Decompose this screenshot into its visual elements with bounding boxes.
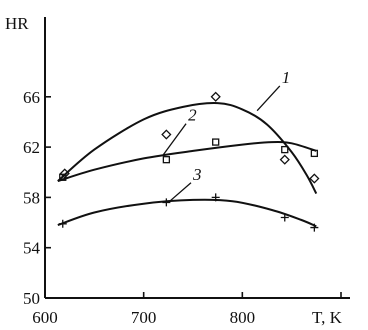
- curve-labels: 1 2 3: [162, 68, 291, 203]
- curve-label-leader: [167, 182, 192, 203]
- x-axis-title: T, K: [312, 308, 343, 327]
- y-tick-label: 58: [23, 188, 40, 207]
- data-points: [58, 91, 320, 232]
- curve-label-1: 1: [282, 68, 291, 87]
- y-tick-label: 54: [23, 239, 41, 258]
- x-tick-label: 800: [230, 308, 256, 327]
- series-2-point: [310, 149, 319, 158]
- series-2-point: [212, 138, 220, 146]
- axis-ticks: 50 54 58 62 66 600 700 800 T, K: [23, 88, 343, 327]
- series-1-point: [309, 173, 320, 184]
- series-1-point: [279, 154, 290, 165]
- series-1-point: [59, 168, 70, 179]
- curve-label-3: 3: [192, 165, 202, 184]
- series-2-point: [281, 145, 289, 154]
- y-tick-label: 50: [23, 289, 40, 308]
- series-1-point: [210, 91, 221, 102]
- curve-2: [57, 141, 317, 183]
- y-tick-label: 66: [23, 88, 40, 107]
- curve-label-leader: [162, 123, 187, 156]
- curve-1: [57, 102, 318, 195]
- x-tick-label: 700: [131, 308, 157, 327]
- y-axis-title: HR: [5, 14, 29, 33]
- series-1-point: [161, 129, 172, 140]
- y-tick-label: 62: [23, 138, 40, 157]
- fitted-curves: [57, 102, 318, 228]
- series-3-point: [310, 223, 319, 232]
- series-3-point: [58, 219, 67, 228]
- series-3-point: [211, 193, 220, 202]
- x-tick-label: 600: [32, 308, 58, 327]
- curve-3: [57, 198, 317, 228]
- series-3-point: [280, 213, 289, 222]
- series-2-point: [59, 173, 67, 181]
- curve-label-2: 2: [188, 106, 197, 125]
- series-2-point: [162, 156, 171, 164]
- curve-label-leader: [256, 85, 281, 112]
